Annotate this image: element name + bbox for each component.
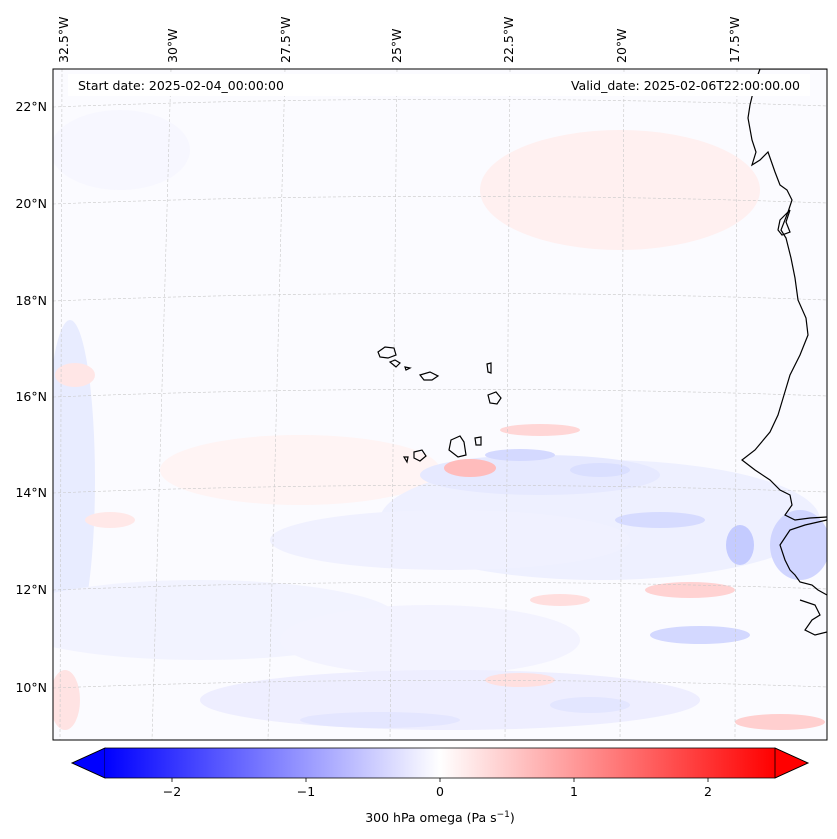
lat-label: 12°N <box>15 582 47 597</box>
start-date-text: Start date: 2025-02-04_00:00:00 <box>78 78 284 93</box>
map-panel <box>52 68 828 741</box>
colorbar-tick: −1 <box>297 784 315 799</box>
lon-label: 17.5°W <box>727 17 742 63</box>
colorbar-max-extend <box>774 747 809 779</box>
lon-label: 22.5°W <box>501 17 516 63</box>
lat-label: 16°N <box>15 389 47 404</box>
colorbar-tick: 1 <box>570 784 578 799</box>
latitude-labels: 22°N 20°N 18°N 16°N 14°N 12°N 10°N <box>15 99 47 695</box>
lon-label: 27.5°W <box>278 17 293 63</box>
colorbar-label: 300 hPa omega (Pa s−1) <box>365 810 515 825</box>
map-frame <box>52 68 828 741</box>
lon-label: 25°W <box>389 28 404 63</box>
date-header: Start date: 2025-02-04_00:00:00 Valid_da… <box>68 74 810 96</box>
longitude-labels: 32.5°W 30°W 27.5°W 25°W 22.5°W 20°W 17.5… <box>56 17 742 63</box>
lat-label: 20°N <box>15 196 47 211</box>
lon-label: 32.5°W <box>56 17 71 63</box>
colorbar-min-extend <box>71 747 106 779</box>
graticule <box>53 69 827 740</box>
coastline <box>741 69 827 636</box>
islands <box>377 346 502 464</box>
colorbar-tick: −2 <box>163 784 181 799</box>
lat-label: 14°N <box>15 485 47 500</box>
colorbar-tick: 2 <box>704 784 712 799</box>
colorbar-tick: 0 <box>436 784 444 799</box>
lat-label: 22°N <box>15 99 47 114</box>
lat-label: 18°N <box>15 293 47 308</box>
lat-label: 10°N <box>15 680 47 695</box>
lon-label: 20°W <box>614 28 629 63</box>
colorbar-ramp <box>105 748 775 778</box>
omega-field <box>53 69 827 740</box>
valid-date-text: Valid_date: 2025-02-06T22:00:00.00 <box>571 78 800 93</box>
colorbar: −2 −1 0 1 2 300 hPa omega (Pa s−1) <box>71 747 809 825</box>
lon-label: 30°W <box>165 28 180 63</box>
